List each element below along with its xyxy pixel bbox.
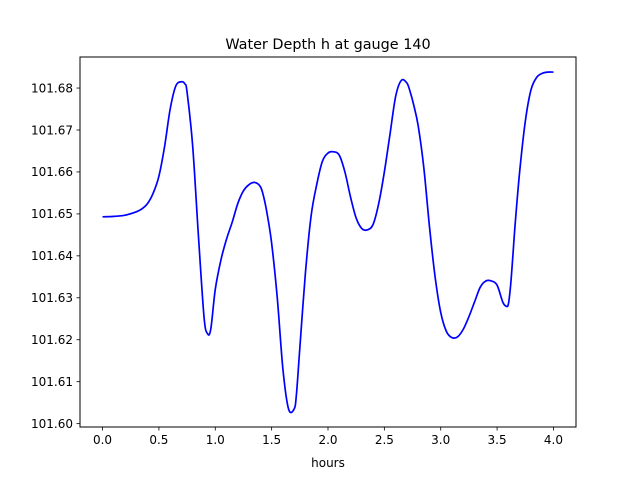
y-tick-label: 101.63 <box>31 291 73 305</box>
chart-title: Water Depth h at gauge 140 <box>225 37 430 53</box>
x-tick-label: 1.0 <box>206 433 225 447</box>
y-tick-label: 101.64 <box>31 249 73 263</box>
x-tick-label: 0.5 <box>149 433 168 447</box>
y-tick-label: 101.67 <box>31 123 73 137</box>
x-tick-label: 3.0 <box>431 433 450 447</box>
y-tick-label: 101.68 <box>31 81 73 95</box>
y-tick-label: 101.65 <box>31 207 73 221</box>
y-tick-label: 101.60 <box>31 417 73 431</box>
x-axis-ticks: 0.0 0.5 1.0 1.5 2.0 2.5 3.0 3.5 4.0 <box>93 427 563 447</box>
y-tick-label: 101.66 <box>31 165 73 179</box>
series-line <box>102 71 554 414</box>
x-tick-label: 2.0 <box>318 433 337 447</box>
x-axis-label: hours <box>311 456 345 470</box>
x-tick-label: 4.0 <box>544 433 563 447</box>
axes-frame <box>79 56 577 428</box>
x-tick-label: 0.0 <box>93 433 112 447</box>
y-axis-ticks: 101.60 101.61 101.62 101.63 101.64 101.65 101.… <box>31 81 80 431</box>
y-tick-label: 101.62 <box>31 333 73 347</box>
x-tick-label: 2.5 <box>375 433 394 447</box>
plot-area <box>102 71 554 414</box>
y-tick-label: 101.61 <box>31 375 73 389</box>
x-tick-label: 1.5 <box>262 433 281 447</box>
x-tick-label: 3.5 <box>488 433 507 447</box>
